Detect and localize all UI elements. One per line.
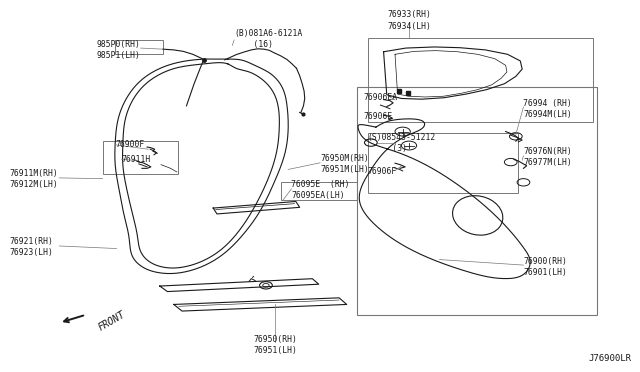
Text: 76906F: 76906F — [368, 167, 397, 176]
Text: 76994 (RH)
76994M(LH): 76994 (RH) 76994M(LH) — [524, 99, 572, 119]
Text: 76906EA: 76906EA — [364, 93, 397, 102]
Text: 76921(RH)
76923(LH): 76921(RH) 76923(LH) — [10, 237, 54, 257]
Text: 76095E  (RH)
76095EA(LH): 76095E (RH) 76095EA(LH) — [291, 180, 350, 200]
Text: 985P0(RH)
985P1(LH): 985P0(RH) 985P1(LH) — [97, 40, 141, 60]
Text: 76906E: 76906E — [364, 112, 392, 121]
Text: J76900LR: J76900LR — [589, 355, 632, 363]
Text: FRONT: FRONT — [96, 310, 127, 333]
Text: 76900F: 76900F — [115, 140, 145, 149]
Text: 76950(RH)
76951(LH): 76950(RH) 76951(LH) — [253, 335, 298, 355]
Text: 76911H: 76911H — [122, 155, 151, 164]
Text: 76933(RH)
76934(LH): 76933(RH) 76934(LH) — [387, 10, 431, 31]
Text: 76976N(RH)
76977M(LH): 76976N(RH) 76977M(LH) — [524, 147, 572, 167]
Text: 76950M(RH)
76951M(LH): 76950M(RH) 76951M(LH) — [320, 154, 369, 174]
Text: (S)08543-51212
     (3): (S)08543-51212 (3) — [368, 133, 436, 153]
Text: 76911M(RH)
76912M(LH): 76911M(RH) 76912M(LH) — [10, 169, 58, 189]
Text: (B)081A6-6121A
    (16): (B)081A6-6121A (16) — [234, 29, 303, 49]
Text: 76900(RH)
76901(LH): 76900(RH) 76901(LH) — [524, 257, 567, 277]
